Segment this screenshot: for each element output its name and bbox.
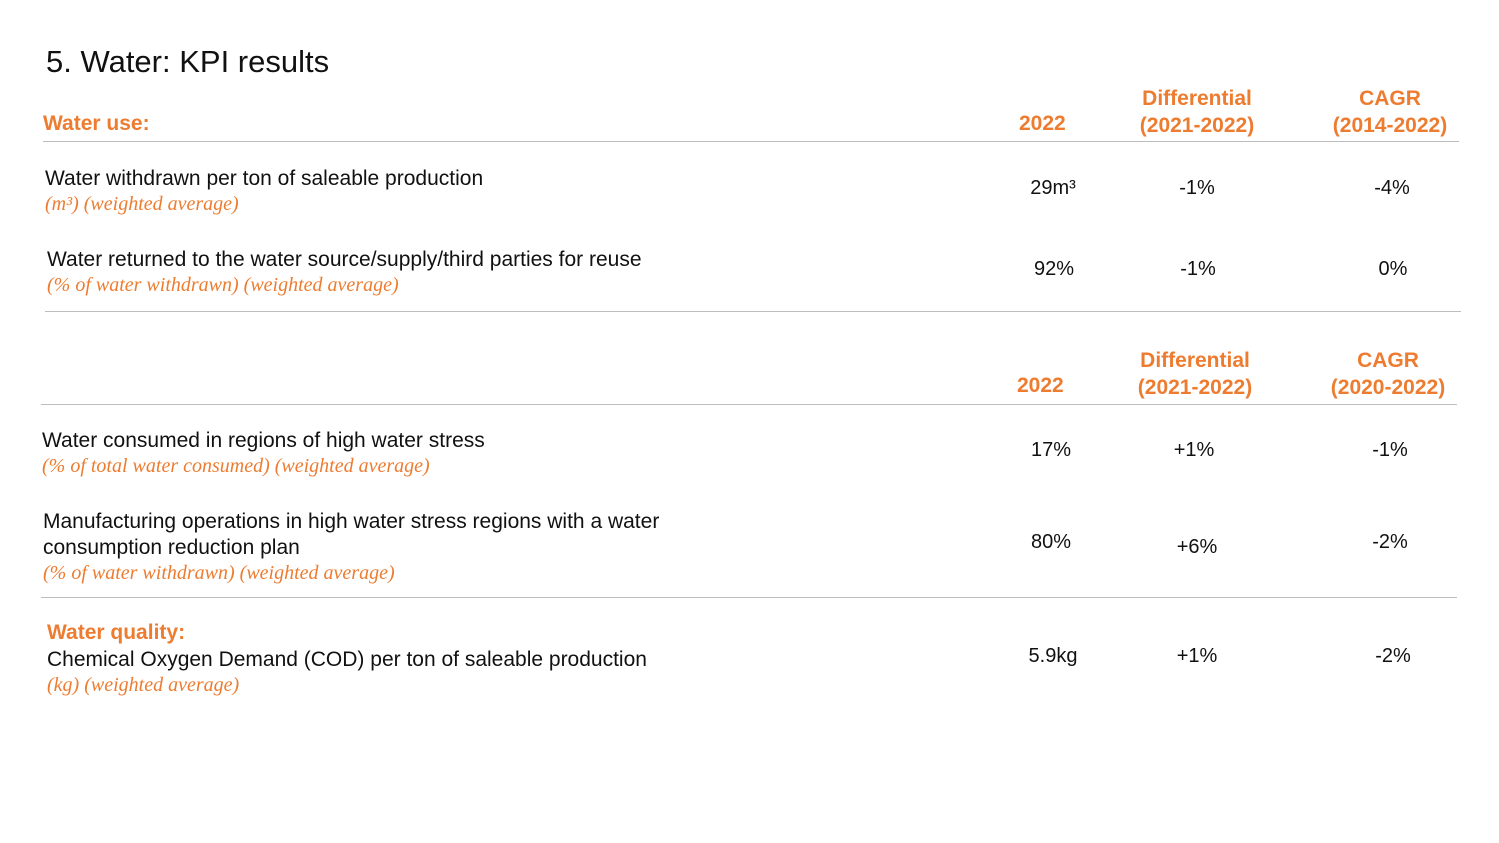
column-header-cagr: CAGR (2020-2022): [1308, 347, 1468, 401]
column-header-differential: Differential (2021-2022): [1115, 347, 1275, 401]
table-row: Chemical Oxygen Demand (COD) per ton of …: [47, 647, 647, 697]
table-row: Water withdrawn per ton of saleable prod…: [45, 166, 483, 216]
row-unit: (% of total water consumed) (weighted av…: [42, 455, 430, 477]
column-header-differential-line2: (2021-2022): [1137, 376, 1253, 399]
row-cagr: -2%: [1372, 531, 1408, 553]
row-label: Chemical Oxygen Demand (COD) per ton of …: [47, 648, 647, 671]
row-label: Water returned to the water source/suppl…: [47, 248, 642, 271]
column-header-year: 2022: [1019, 112, 1066, 135]
column-header-cagr: CAGR (2014-2022): [1310, 85, 1470, 139]
row-differential: +1%: [1176, 645, 1218, 667]
table-row: Water returned to the water source/suppl…: [47, 247, 642, 297]
section-divider: [45, 311, 1461, 312]
row-cagr: 0%: [1378, 258, 1408, 280]
column-header-cagr-line1: CAGR: [1359, 87, 1421, 110]
header-divider: [43, 141, 1459, 142]
row-differential: -1%: [1180, 258, 1216, 280]
row-unit: (% of water withdrawn) (weighted average…: [43, 562, 395, 584]
row-differential: +6%: [1176, 536, 1218, 558]
page-title: 5. Water: KPI results: [46, 44, 330, 79]
column-header-year: 2022: [1017, 374, 1064, 397]
row-unit: (% of water withdrawn) (weighted average…: [47, 274, 399, 296]
section-divider: [41, 597, 1457, 598]
row-differential: +1%: [1173, 439, 1215, 461]
section-heading-water-use: Water use:: [43, 112, 150, 135]
row-cagr: -2%: [1375, 645, 1411, 667]
row-label: Water withdrawn per ton of saleable prod…: [45, 167, 484, 190]
column-header-cagr-line2: (2014-2022): [1332, 114, 1448, 137]
row-unit: (kg) (weighted average): [47, 674, 240, 696]
row-value: 29m³: [1030, 177, 1076, 199]
section-heading-water-quality: Water quality:: [47, 621, 186, 644]
column-header-differential: Differential (2021-2022): [1117, 85, 1277, 139]
table-row: Water consumed in regions of high water …: [42, 428, 485, 478]
row-value: 92%: [1033, 258, 1075, 280]
column-header-cagr-line1: CAGR: [1357, 349, 1419, 372]
row-value: 80%: [1030, 531, 1072, 553]
column-header-cagr-line2: (2020-2022): [1330, 376, 1446, 399]
column-header-differential-line2: (2021-2022): [1139, 114, 1255, 137]
column-header-differential-line1: Differential: [1142, 87, 1252, 110]
header-divider: [41, 404, 1457, 405]
column-header-differential-line1: Differential: [1140, 349, 1250, 372]
row-unit: (m³) (weighted average): [45, 193, 239, 215]
row-value: 17%: [1030, 439, 1072, 461]
row-cagr: -1%: [1372, 439, 1408, 461]
row-differential: -1%: [1179, 177, 1215, 199]
row-label-line1: Manufacturing operations in high water s…: [43, 510, 660, 533]
row-cagr: -4%: [1374, 177, 1410, 199]
table-row: Manufacturing operations in high water s…: [43, 509, 659, 585]
row-value: 5.9kg: [1028, 645, 1078, 667]
row-label-line2: consumption reduction plan: [43, 536, 300, 559]
row-label: Water consumed in regions of high water …: [42, 429, 485, 452]
